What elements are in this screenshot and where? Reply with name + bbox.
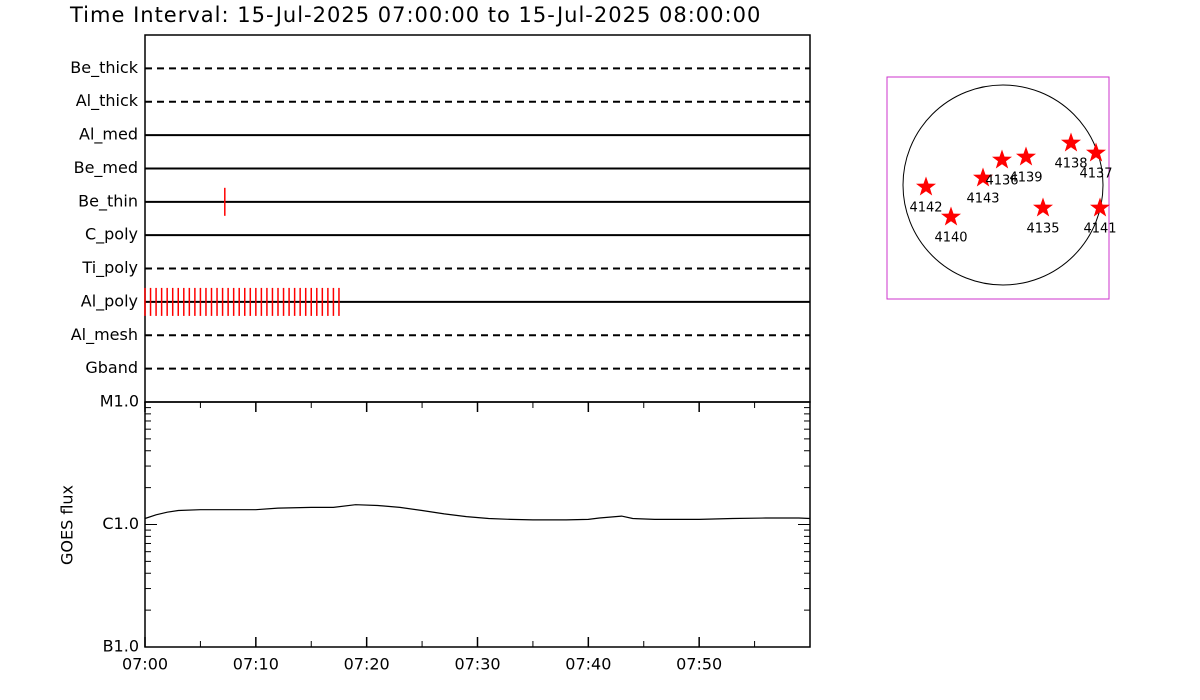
row-label: Be_thick [70,58,138,78]
region-star [1033,197,1053,217]
region-star [992,149,1012,169]
row-label: Be_thin [78,191,138,211]
row-label: Al_med [79,125,138,145]
region-label: 4140 [934,231,967,246]
region-star [1061,132,1081,152]
x-tick-label: 07:40 [565,655,611,674]
y-axis-label: GOES flux [58,485,77,565]
x-tick-label: 07:00 [122,655,168,674]
row-label: Al_thick [76,91,139,111]
region-star [973,167,993,187]
region-star [941,206,961,226]
x-tick-label: 07:30 [454,655,500,674]
region-label: 4139 [1009,171,1042,186]
row-label: Al_mesh [71,325,138,345]
x-tick-label: 07:50 [676,655,722,674]
row-label: Al_poly [81,291,138,311]
row-label: C_poly [85,225,138,245]
map-frame [886,76,1110,300]
goes-curve [144,504,811,521]
region-star [1090,197,1110,217]
region-label: 4138 [1054,157,1087,172]
row-label: Gband [85,358,138,377]
y-tick-label: B1.0 [103,637,139,656]
x-tick-label: 07:20 [344,655,390,674]
x-tick-label: 07:10 [233,655,279,674]
region-label: 4135 [1026,222,1059,237]
row-label: Be_med [74,158,138,178]
region-label: 4143 [966,192,999,207]
chart-title: Time Interval: 15-Jul-2025 07:00:00 to 1… [69,3,761,27]
region-star [1016,146,1036,166]
solar-limb [902,84,1104,286]
row-label: Ti_poly [81,258,138,278]
region-star [916,176,936,196]
region-label: 4137 [1079,167,1112,182]
region-star [1086,142,1106,162]
region-label: 4136 [985,174,1018,189]
y-tick-label: C1.0 [102,514,139,533]
region-label: 4141 [1083,222,1116,237]
region-label: 4142 [909,201,942,216]
y-tick-label: M1.0 [100,392,139,411]
